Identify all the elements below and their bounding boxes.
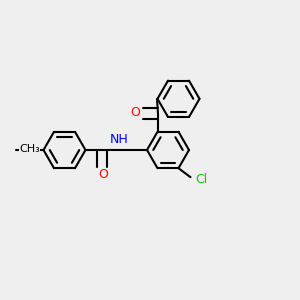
Text: CH₃: CH₃ — [19, 144, 40, 154]
Text: O: O — [22, 142, 32, 156]
Text: O: O — [99, 168, 108, 181]
Text: NH: NH — [110, 134, 129, 146]
Text: O: O — [130, 106, 140, 119]
Text: Cl: Cl — [195, 173, 207, 186]
